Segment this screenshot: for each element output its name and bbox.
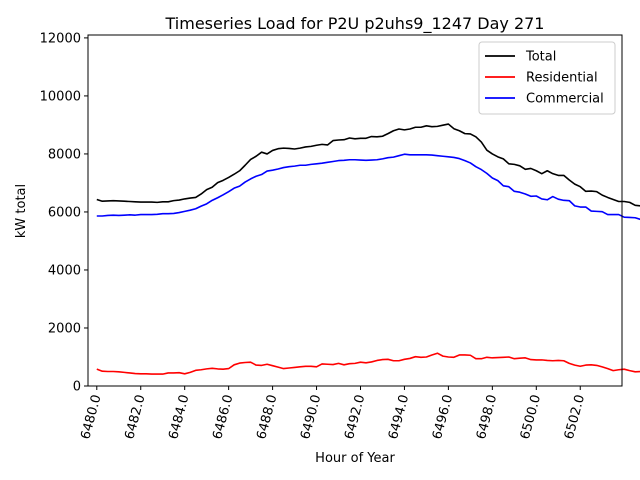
legend: Total Residential Commercial	[478, 41, 616, 115]
plot-frame	[87, 34, 623, 387]
legend-box	[478, 41, 616, 115]
y-tick-label: 4000	[48, 263, 81, 278]
y-tick-label: 12000	[40, 31, 81, 46]
y-axis: 0 2000 4000 6000 8000 10000 12000	[40, 31, 88, 395]
y-tick-label: 0	[73, 380, 81, 395]
legend-label-commercial: Commercial	[526, 92, 604, 107]
series-line-total	[96, 123, 640, 207]
y-tick-label: 10000	[40, 89, 81, 104]
y-tick-label: 2000	[48, 321, 81, 336]
series-line-commercial	[96, 153, 640, 221]
chart-title: Timeseries Load for P2U p2uhs9_1247 Day …	[165, 14, 545, 34]
y-tick-label: 8000	[48, 147, 81, 162]
x-axis-label: Hour of Year	[315, 451, 395, 466]
legend-label-residential: Residential	[526, 71, 598, 86]
y-axis-label: kW total	[14, 184, 29, 238]
series-line-residential	[96, 352, 640, 375]
legend-label-total: Total	[525, 50, 556, 65]
series-layer	[96, 123, 640, 375]
y-tick-label: 6000	[48, 205, 81, 220]
